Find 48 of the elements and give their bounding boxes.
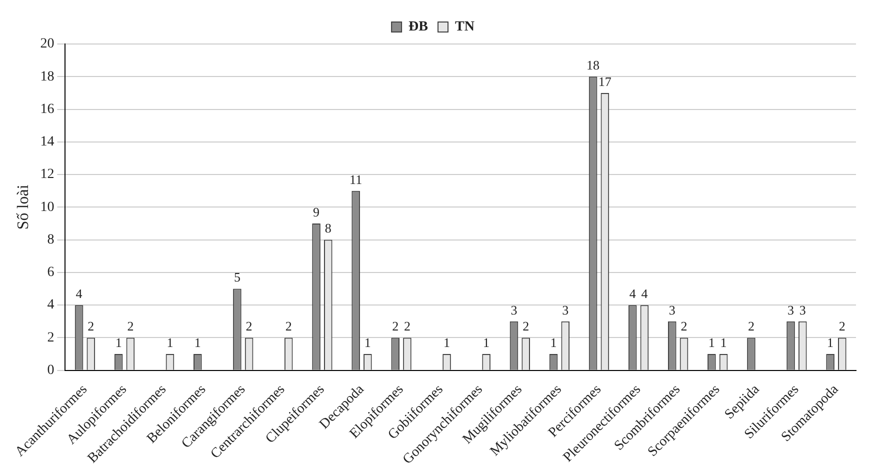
legend-label: TN (455, 20, 474, 35)
data-label: 4 (629, 286, 636, 301)
data-label: 2 (838, 318, 846, 334)
data-label: 1 (364, 334, 371, 350)
data-label: 2 (522, 318, 530, 334)
data-label: 18 (586, 58, 600, 73)
data-label: 2 (127, 318, 134, 334)
legend-label: ĐB (408, 20, 428, 35)
y-tick-label: 14 (40, 134, 54, 150)
y-tick-label: 20 (40, 36, 54, 52)
data-label: 1 (483, 334, 490, 350)
data-label: 2 (88, 318, 94, 334)
y-tick-label: 12 (40, 167, 54, 182)
data-label: 1 (166, 334, 174, 350)
data-label: 8 (324, 220, 332, 236)
data-label: 1 (550, 334, 557, 350)
data-label: 2 (285, 318, 292, 334)
data-label: 2 (392, 318, 399, 334)
y-tick-label: 18 (40, 69, 54, 84)
data-label: 2 (680, 318, 688, 334)
data-label: 3 (788, 302, 794, 318)
data-label: 3 (510, 302, 518, 318)
data-label: 1 (444, 334, 450, 350)
data-label: 2 (246, 318, 252, 334)
data-label: 1 (115, 334, 122, 350)
data-label: 9 (313, 204, 320, 220)
y-tick-label: 16 (40, 102, 54, 117)
data-label: 5 (234, 270, 240, 285)
y-tick-label: 0 (47, 363, 54, 378)
data-label: 17 (598, 74, 612, 89)
data-label: 2 (748, 318, 754, 334)
y-tick-label: 4 (47, 298, 54, 313)
data-label: 11 (350, 172, 362, 187)
data-label: 4 (76, 286, 83, 301)
data-label: 4 (641, 286, 648, 301)
data-label: 1 (194, 334, 201, 350)
data-label: 1 (827, 334, 834, 350)
y-axis-title: Số loài (14, 184, 32, 230)
data-label: 3 (668, 302, 676, 318)
data-label: 3 (799, 302, 806, 318)
y-tick-label: 6 (47, 265, 54, 280)
data-label: 2 (404, 318, 410, 334)
data-label: 1 (708, 334, 715, 350)
y-tick-label: 8 (47, 232, 54, 248)
data-label: 1 (720, 334, 727, 350)
y-tick-label: 2 (47, 330, 54, 346)
data-label: 3 (562, 302, 569, 318)
y-tick-label: 10 (40, 200, 54, 215)
